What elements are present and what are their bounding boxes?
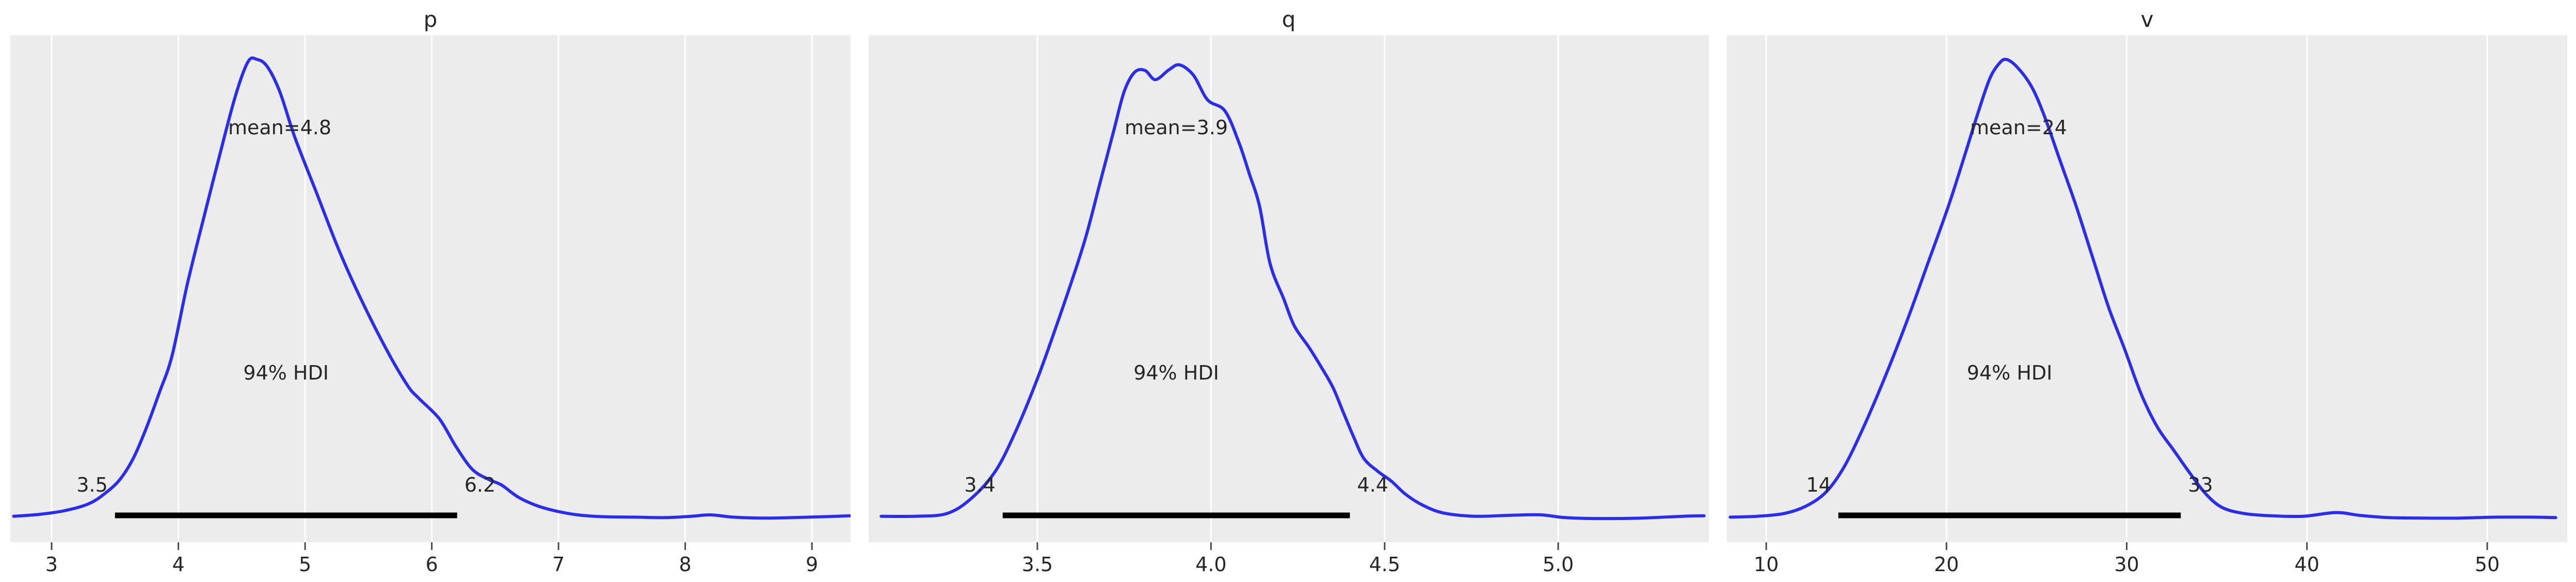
posterior-panel-p: p 3 4 5 6 7 8 9 3.5 6.2 94% HDI mean=4.8 — [10, 7, 851, 582]
x-tick-label: 4.5 — [1369, 553, 1400, 576]
mean-label: mean=4.8 — [228, 116, 331, 139]
x-tick-label: 8 — [679, 553, 692, 576]
hdi-upper-label: 4.4 — [1357, 474, 1388, 496]
x-tick-label: 30 — [2114, 553, 2139, 576]
x-tick-label: 4.0 — [1195, 553, 1226, 576]
x-tick-label: 50 — [2475, 553, 2500, 576]
density-curve — [1729, 57, 2557, 520]
x-tick-label: 6 — [426, 553, 438, 576]
hdi-text: 94% HDI — [1967, 361, 2053, 384]
x-tick-label: 3 — [45, 553, 58, 576]
hdi-upper-label: 33 — [2188, 474, 2213, 496]
posterior-panel-v: v 10 20 30 40 50 14 33 94% HDI mean=24 — [1727, 7, 2567, 582]
hdi-lower-label: 14 — [1806, 474, 1831, 496]
density-plot-p: 3 4 5 6 7 8 9 3.5 6.2 94% HDI mean=4.8 — [10, 35, 851, 576]
panel-title-p: p — [423, 7, 438, 32]
plot-background — [10, 35, 851, 542]
x-tick-label: 3.5 — [1022, 553, 1053, 576]
posterior-panel-q: q 3.5 4.0 4.5 5.0 3.4 4.4 94% HDI mean=3.9 — [869, 7, 1709, 582]
density-curve — [12, 56, 851, 520]
density-plot-q: 3.5 4.0 4.5 5.0 3.4 4.4 94% HDI mean=3.9 — [869, 35, 1709, 576]
density-plot-v: 10 20 30 40 50 14 33 94% HDI mean=24 — [1727, 35, 2567, 576]
x-tick-label: 20 — [1934, 553, 1959, 576]
panel-title-q: q — [1282, 7, 1296, 32]
hdi-text: 94% HDI — [243, 361, 329, 384]
x-tick-label: 5 — [299, 553, 311, 576]
mean-label: mean=3.9 — [1125, 116, 1228, 139]
x-tick-label: 40 — [2295, 553, 2319, 576]
x-tick-label: 4 — [172, 553, 185, 576]
x-tick-label: 10 — [1754, 553, 1779, 576]
panel-title-v: v — [2140, 7, 2154, 32]
hdi-lower-label: 3.4 — [964, 474, 995, 496]
density-curve — [879, 63, 1706, 521]
x-tick-label: 7 — [552, 553, 565, 576]
x-tick-label: 5.0 — [1543, 553, 1574, 576]
mean-label: mean=24 — [1970, 116, 2067, 139]
hdi-upper-label: 6.2 — [465, 474, 495, 496]
plot-background — [1727, 35, 2567, 542]
x-tick-label: 9 — [806, 553, 818, 576]
hdi-text: 94% HDI — [1133, 361, 1219, 384]
hdi-lower-label: 3.5 — [76, 474, 107, 496]
plot-background — [869, 35, 1709, 542]
